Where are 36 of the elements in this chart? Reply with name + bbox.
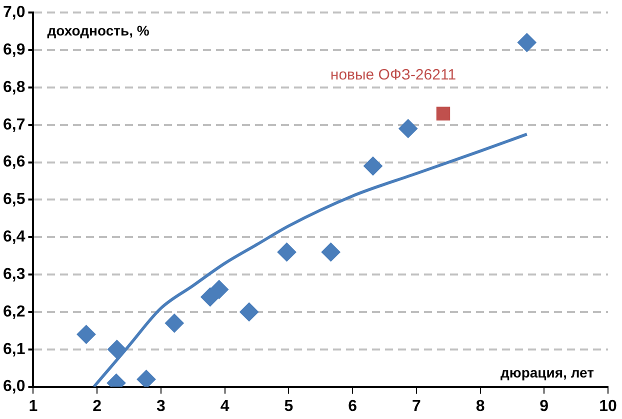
y-tick-label: 6,2 (2, 303, 26, 320)
y-axis-title: доходность, % (47, 22, 150, 38)
x-tick-label: 9 (540, 398, 549, 415)
x-tick-label: 2 (92, 398, 102, 415)
x-tick-label: 10 (599, 398, 617, 415)
y-tick-label: 6,0 (2, 378, 26, 396)
point (363, 156, 382, 176)
point (107, 340, 126, 359)
point (277, 242, 296, 262)
y-tick-label: 6,5 (2, 191, 26, 208)
x-tick-label: 5 (284, 398, 294, 415)
series-label: новые ОФЗ-26211 (330, 66, 456, 84)
point (76, 324, 96, 344)
point (210, 280, 229, 300)
y-tick-label: 6,3 (2, 266, 26, 283)
y-tick-label: 6,4 (2, 228, 26, 246)
y-tick-label: 6,8 (2, 78, 26, 96)
x-tick-label: 7 (412, 398, 421, 415)
point (240, 302, 259, 322)
point (436, 106, 450, 120)
y-tick-label: 6,7 (2, 116, 26, 134)
x-tick-label: 8 (476, 398, 485, 415)
point (321, 242, 340, 262)
x-tick-label: 3 (156, 398, 166, 415)
point (164, 314, 184, 333)
x-tick-label: 1 (28, 398, 38, 415)
point (517, 33, 536, 52)
y-tick-label: 6,6 (2, 154, 26, 171)
point (398, 119, 418, 138)
x-axis-title: дюрация, лет (500, 364, 594, 381)
y-tick-label: 6,1 (2, 340, 26, 358)
x-tick-label: 6 (348, 398, 358, 415)
x-tick-label: 4 (220, 398, 230, 415)
y-tick-label: 7,0 (2, 4, 26, 22)
point (136, 370, 156, 387)
y-tick-label: 6,9 (2, 41, 26, 58)
